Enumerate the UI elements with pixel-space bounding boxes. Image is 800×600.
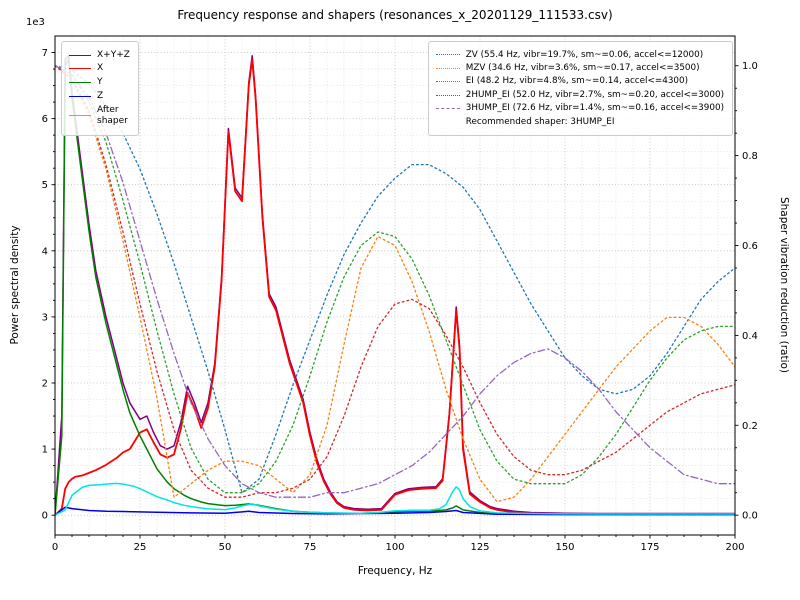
legend-item: Z (69, 91, 130, 102)
legend-item: MZV (34.6 Hz, vibr=3.6%, sm~=0.17, accel… (435, 62, 724, 74)
legend-item-label: Y (97, 77, 103, 87)
legend-item: ZV (55.4 Hz, vibr=19.7%, sm~=0.06, accel… (435, 49, 724, 61)
x-tick-label: 125 (470, 542, 489, 553)
right-y-tick-label: 0.4 (742, 331, 758, 342)
x-tick-label: 0 (52, 542, 58, 553)
left-axis-offset-text: 1e3 (26, 17, 45, 28)
right-y-tick-label: 0.0 (742, 511, 758, 522)
right-axis-label: Shaper vibration reduction (ratio) (778, 196, 790, 374)
legend-item: X (69, 63, 130, 74)
legend-item: EI (48.2 Hz, vibr=4.8%, sm~=0.14, accel<… (435, 76, 724, 87)
left-y-tick-label: 1 (42, 445, 48, 456)
legend-line-swatch (435, 108, 460, 110)
legend-item: 2HUMP_EI (52.0 Hz, vibr=2.7%, sm~=0.20, … (435, 89, 724, 101)
legend-item: Y (69, 77, 130, 88)
legend-item: Recommended shaper: 3HUMP_EI (436, 117, 724, 128)
x-tick-label: 175 (640, 542, 659, 553)
legend-item-label: Recommended shaper: 3HUMP_EI (465, 116, 615, 127)
series-X (55, 58, 735, 517)
x-tick-label: 200 (725, 542, 744, 553)
legend-line-swatch (435, 67, 460, 69)
legend-item-label: X (97, 63, 104, 74)
legend-item-label: Z (97, 90, 104, 101)
x-tick-label: 50 (219, 542, 232, 553)
right-y-tick-label: 0.6 (742, 241, 758, 252)
left-y-tick-label: 6 (42, 114, 48, 125)
x-tick-label: 75 (304, 542, 317, 553)
series-Y (55, 58, 735, 516)
legend-item: 3HUMP_EI (72.6 Hz, vibr=1.4%, sm~=0.16, … (435, 103, 724, 114)
series-ZV (55, 65, 735, 494)
legend-line-swatch (435, 54, 460, 56)
right-y-tick-label: 0.2 (742, 421, 758, 432)
series-MZV (55, 65, 735, 503)
legend-shapers: ZV (55.4 Hz, vibr=19.7%, sm~=0.06, accel… (427, 41, 733, 137)
legend-line-swatch (69, 115, 91, 117)
legend-line-swatch (69, 82, 91, 84)
legend-item-label: 2HUMP_EI (52.0 Hz, vibr=2.7%, sm~=0.20, … (465, 89, 724, 100)
series-group (55, 55, 735, 517)
series-2HUMP_EI (55, 65, 735, 498)
left-y-tick-label: 0 (42, 511, 48, 522)
legend-item-label: 3HUMP_EI (72.6 Hz, vibr=1.4%, sm~=0.16, … (465, 103, 724, 114)
legend-line-swatch (69, 68, 91, 70)
left-y-tick-label: 3 (42, 312, 48, 323)
legend-item: After shaper (69, 105, 130, 128)
left-y-tick-label: 4 (42, 246, 48, 257)
legend-item-label: ZV (55.4 Hz, vibr=19.7%, sm~=0.06, accel… (465, 49, 704, 60)
x-axis-label: Frequency, Hz (357, 565, 433, 577)
legend-line-swatch (69, 54, 91, 56)
right-y-tick-label: 0.8 (742, 151, 758, 162)
legend-item-label: After shaper (97, 104, 128, 126)
tick-labels: 0 25 50 75 100 125 150 175 200 0 1 2 3 4 5 6 7 0.0 0.2 0.4 0… (42, 48, 758, 553)
series-Z (55, 506, 735, 516)
left-y-tick-label: 5 (42, 180, 48, 191)
left-axis-label: Power spectral density (9, 225, 21, 345)
left-y-tick-label: 7 (42, 48, 48, 59)
x-tick-label: 150 (555, 542, 574, 553)
legend-item: X+Y+Z (69, 50, 130, 61)
legend-line-swatch (435, 81, 460, 83)
legend-item-label: X+Y+Z (97, 49, 130, 60)
x-tick-label: 100 (385, 542, 404, 553)
right-y-tick-label: 1.0 (742, 61, 758, 72)
series-3HUMP_EI (55, 65, 735, 498)
legend-item-label: EI (48.2 Hz, vibr=4.8%, sm~=0.14, accel<… (465, 76, 689, 87)
legend-item-label: MZV (34.6 Hz, vibr=3.6%, sm~=0.17, accel… (465, 62, 700, 73)
x-tick-label: 25 (134, 542, 147, 553)
chart-title: Frequency response and shapers (resonanc… (177, 8, 613, 22)
legend-psd: X+Y+Z X Y Z After shaper (61, 41, 139, 136)
legend-line-swatch (435, 94, 460, 96)
left-y-tick-label: 2 (42, 378, 48, 389)
series-After-shaper (55, 482, 735, 516)
series-EI (55, 65, 735, 494)
legend-line-swatch (69, 95, 91, 97)
